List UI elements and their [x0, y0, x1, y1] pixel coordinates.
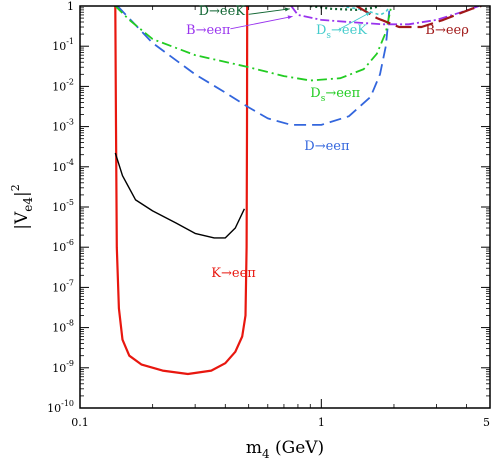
y-tick-label: 10-8: [52, 319, 74, 335]
plot-frame: [79, 5, 491, 409]
y-tick-label: 10-7: [52, 278, 74, 294]
arrow-ds-eek: [338, 11, 371, 30]
series-line-6: [310, 6, 381, 11]
series-line-3: [114, 6, 393, 82]
y-tick-label: 10-5: [52, 198, 74, 214]
arrow-d-eek: [248, 8, 290, 15]
y-tick-label: 10-1: [52, 37, 74, 53]
series-line-2: [116, 6, 391, 126]
curves: [114, 6, 482, 376]
label-arrows: [230, 7, 371, 30]
series-line-7: [356, 6, 482, 29]
x-axis-title: m4 (GeV): [246, 438, 324, 461]
y-tick-label: 10-4: [52, 158, 74, 174]
x-tick-label: 1: [318, 416, 325, 429]
series-line-0: [114, 6, 249, 376]
y-tick-label: 10-9: [52, 359, 74, 375]
y-tick-label: 1: [67, 0, 74, 13]
arrow-d-eek-head: [284, 7, 290, 12]
x-tick-label: 0.1: [71, 416, 89, 429]
series-line-5: [340, 6, 391, 16]
y-tick-label: 10-6: [52, 238, 74, 254]
series-line-1: [114, 152, 246, 239]
y-axis-title: |Ve4|2: [9, 184, 35, 230]
curve-label-2: D→eeπ: [304, 139, 350, 154]
curve-label-3: Ds→eeπ: [310, 86, 360, 104]
curve-label-4: B→eeπ: [186, 23, 231, 38]
arrow-ds-eek-head: [365, 12, 371, 17]
arrow-b-eepi: [230, 15, 293, 30]
curve-label-6: D→eeK: [199, 4, 246, 19]
y-tick-label: 10-3: [52, 118, 74, 134]
curve-label-7: B→eeρ: [425, 23, 468, 38]
curve-label-5: Ds→eeK: [316, 23, 367, 41]
y-tick-label: 10-10: [47, 399, 74, 415]
series-line-4: [290, 6, 480, 26]
curve-label-0: K→eeπ: [211, 266, 256, 281]
arrow-b-eepi-head: [287, 15, 293, 20]
ticks: 10-10 10-9 10-8 10-7 10-6 10-5 10-4 10-3 10-2 10-…: [47, 0, 491, 429]
curve-labels: K→eeπ D→eeπ Ds→eeπ B→eeπ Ds→eeK D→eeK B→eeρ: [186, 4, 469, 281]
x-tick-label: 5: [483, 416, 490, 429]
y-tick-label: 10-2: [52, 77, 74, 93]
